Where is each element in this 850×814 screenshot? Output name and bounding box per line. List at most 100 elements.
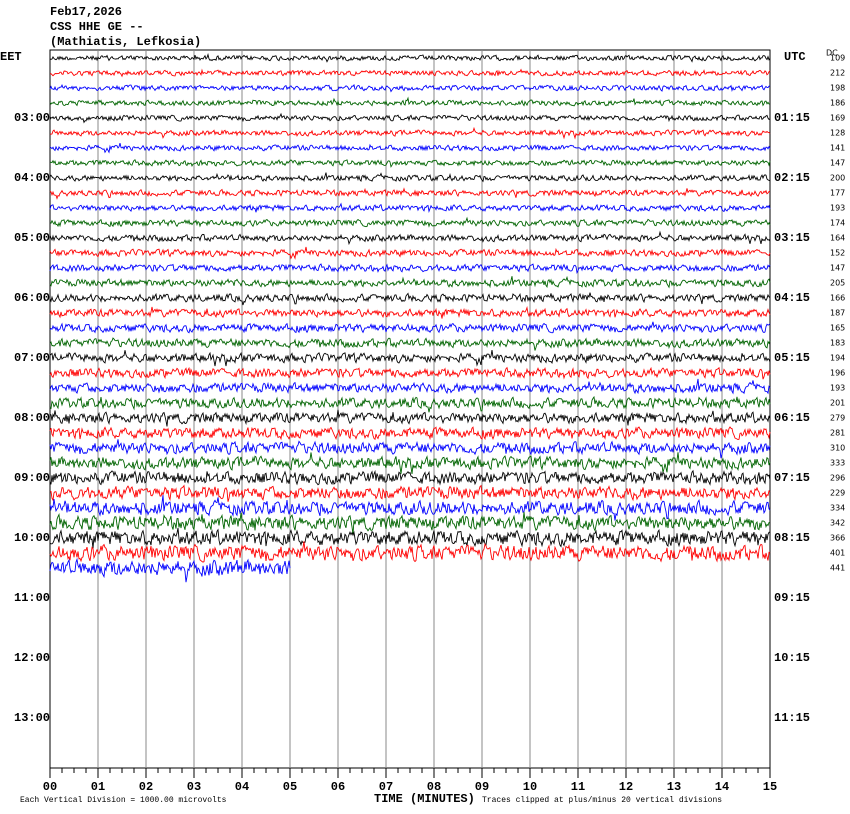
x-tick-label: 06 [331, 780, 345, 794]
footer-left: Each Vertical Division = 1000.00 microvo… [20, 796, 227, 805]
x-axis-title: TIME (MINUTES) [374, 792, 475, 806]
right-time: 02:15 [774, 171, 810, 185]
dc-value: 183 [830, 339, 845, 348]
right-zone: UTC [784, 50, 806, 64]
dc-value: 169 [830, 114, 845, 123]
dc-value: 198 [830, 84, 845, 93]
dc-value: 200 [830, 174, 845, 183]
left-time: 06:00 [14, 291, 50, 305]
right-time: 08:15 [774, 531, 810, 545]
trace [49, 126, 771, 140]
x-tick-label: 08 [427, 780, 441, 794]
trace [49, 142, 771, 154]
dc-value: 166 [830, 294, 845, 303]
x-tick-label: 07 [379, 780, 393, 794]
right-time: 04:15 [774, 291, 810, 305]
trace [49, 469, 771, 486]
dc-value: 296 [830, 474, 845, 483]
left-time: 13:00 [14, 711, 50, 725]
trace [49, 527, 771, 549]
x-tick-label: 04 [235, 780, 249, 794]
right-time: 03:15 [774, 231, 810, 245]
header-line: (Mathiatis, Lefkosia) [50, 35, 201, 49]
dc-value: 196 [830, 369, 845, 378]
dc-value: 401 [830, 549, 845, 558]
left-zone: EET [0, 50, 22, 64]
trace [49, 395, 771, 413]
dc-value: 152 [830, 249, 845, 258]
right-time: 05:15 [774, 351, 810, 365]
trace [49, 350, 771, 367]
trace [49, 409, 771, 427]
trace [49, 83, 771, 93]
right-time: 01:15 [774, 111, 810, 125]
dc-value: 342 [830, 519, 845, 528]
right-time: 11:15 [774, 711, 810, 725]
dc-value: 147 [830, 264, 845, 273]
x-tick-label: 02 [139, 780, 153, 794]
trace [49, 275, 771, 289]
dc-value: 205 [830, 279, 845, 288]
right-time: 09:15 [774, 591, 810, 605]
trace [49, 112, 771, 124]
trace [49, 366, 771, 380]
left-time: 09:00 [14, 471, 50, 485]
trace [49, 557, 291, 583]
dc-value: 194 [830, 354, 845, 363]
dc-value: 165 [830, 324, 845, 333]
header-line: CSS HHE GE -- [50, 20, 144, 34]
dc-value: 174 [830, 219, 845, 228]
dc-value: 201 [830, 399, 845, 408]
left-time: 05:00 [14, 231, 50, 245]
x-tick-label: 05 [283, 780, 297, 794]
dc-value: 229 [830, 489, 845, 498]
trace [49, 541, 771, 563]
dc-value: 177 [830, 189, 845, 198]
right-time: 06:15 [774, 411, 810, 425]
right-time: 10:15 [774, 651, 810, 665]
left-time: 12:00 [14, 651, 50, 665]
footer-right: Traces clipped at plus/minus 20 vertical… [482, 796, 722, 805]
x-tick-label: 15 [763, 780, 777, 794]
dc-value: 281 [830, 429, 845, 438]
dc-value: 366 [830, 534, 845, 543]
x-tick-label: 14 [715, 780, 729, 794]
trace [49, 230, 771, 246]
trace [49, 246, 771, 260]
trace [49, 484, 771, 502]
trace [49, 263, 771, 274]
dc-value: 141 [830, 144, 845, 153]
dc-value: 310 [830, 444, 845, 453]
trace [49, 426, 771, 441]
trace [49, 216, 771, 228]
x-tick-label: 03 [187, 780, 201, 794]
x-tick-label: 09 [475, 780, 489, 794]
x-tick-label: 13 [667, 780, 681, 794]
trace [49, 96, 771, 107]
trace [49, 172, 771, 183]
x-tick-label: 10 [523, 780, 537, 794]
dc-value: 193 [830, 204, 845, 213]
x-tick-label: 00 [43, 780, 57, 794]
dc-value: 212 [830, 69, 845, 78]
dc-value: 164 [830, 234, 845, 243]
left-time: 10:00 [14, 531, 50, 545]
trace [49, 202, 771, 214]
trace [49, 321, 771, 334]
trace [49, 439, 771, 459]
x-tick-label: 12 [619, 780, 633, 794]
trace [49, 68, 771, 78]
dc-value: 109 [830, 54, 845, 63]
dc-value: 279 [830, 414, 845, 423]
dc-value: 193 [830, 384, 845, 393]
trace [49, 452, 771, 475]
right-time: 07:15 [774, 471, 810, 485]
dc-value: 187 [830, 309, 845, 318]
left-time: 03:00 [14, 111, 50, 125]
trace [49, 187, 771, 200]
dc-label: DC [826, 49, 838, 58]
dc-value: 334 [830, 504, 845, 513]
trace [49, 337, 771, 351]
